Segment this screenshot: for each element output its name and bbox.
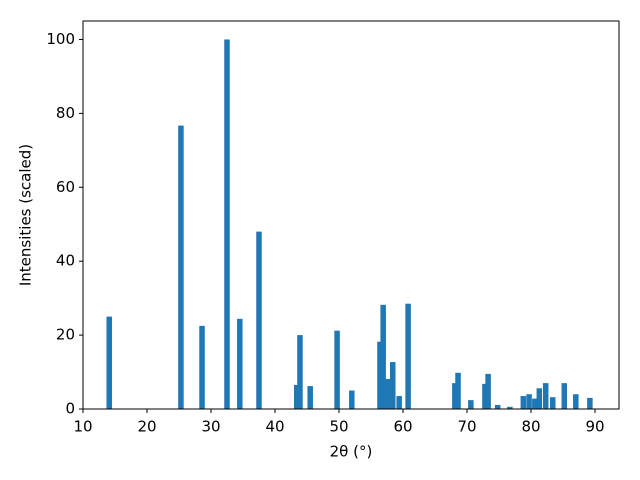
bar bbox=[349, 390, 355, 409]
plot-frame bbox=[82, 20, 620, 410]
x-axis-label: 2θ (°) bbox=[330, 443, 373, 461]
x-tick-label: 20 bbox=[137, 418, 156, 436]
bar bbox=[536, 388, 543, 409]
bar bbox=[526, 394, 532, 409]
y-axis-label: Intensities (scaled) bbox=[17, 144, 35, 286]
y-tick-label: 80 bbox=[56, 104, 75, 122]
x-tick-label: 60 bbox=[393, 418, 412, 436]
bar bbox=[380, 304, 386, 409]
y-tick-label: 0 bbox=[65, 400, 75, 418]
bar bbox=[561, 383, 568, 409]
x-tick-label: 40 bbox=[265, 418, 284, 436]
bar bbox=[307, 386, 313, 409]
x-tick-label: 90 bbox=[585, 418, 604, 436]
y-tick-label: 40 bbox=[56, 252, 75, 270]
bar bbox=[178, 125, 184, 409]
bar bbox=[297, 335, 303, 409]
bar bbox=[550, 397, 556, 409]
bar bbox=[532, 398, 538, 409]
x-tick-label: 10 bbox=[73, 418, 92, 436]
bar bbox=[385, 379, 392, 409]
y-tick-label: 60 bbox=[56, 178, 75, 196]
bar bbox=[507, 406, 513, 409]
bar bbox=[468, 400, 474, 409]
bar bbox=[587, 397, 593, 409]
bar bbox=[455, 372, 461, 409]
x-tick-label: 80 bbox=[521, 418, 540, 436]
y-tick-label: 100 bbox=[46, 30, 75, 48]
bar bbox=[256, 231, 262, 409]
y-tick-label: 20 bbox=[56, 326, 75, 344]
bar bbox=[377, 341, 383, 409]
bar bbox=[237, 318, 243, 409]
bar bbox=[485, 373, 491, 409]
bar bbox=[396, 396, 402, 409]
x-tick-label: 70 bbox=[457, 418, 476, 436]
bar bbox=[390, 362, 396, 409]
bar bbox=[482, 383, 488, 409]
bar bbox=[106, 316, 112, 409]
bar bbox=[452, 383, 458, 409]
bar bbox=[224, 39, 230, 409]
x-tick-label: 30 bbox=[201, 418, 220, 436]
bar bbox=[405, 303, 411, 409]
bar bbox=[573, 394, 579, 409]
bar bbox=[494, 404, 501, 409]
x-tick-label: 50 bbox=[329, 418, 348, 436]
bar bbox=[334, 330, 340, 409]
bar bbox=[294, 384, 300, 409]
bar bbox=[520, 396, 527, 409]
bar bbox=[542, 383, 549, 409]
bar bbox=[199, 325, 205, 409]
